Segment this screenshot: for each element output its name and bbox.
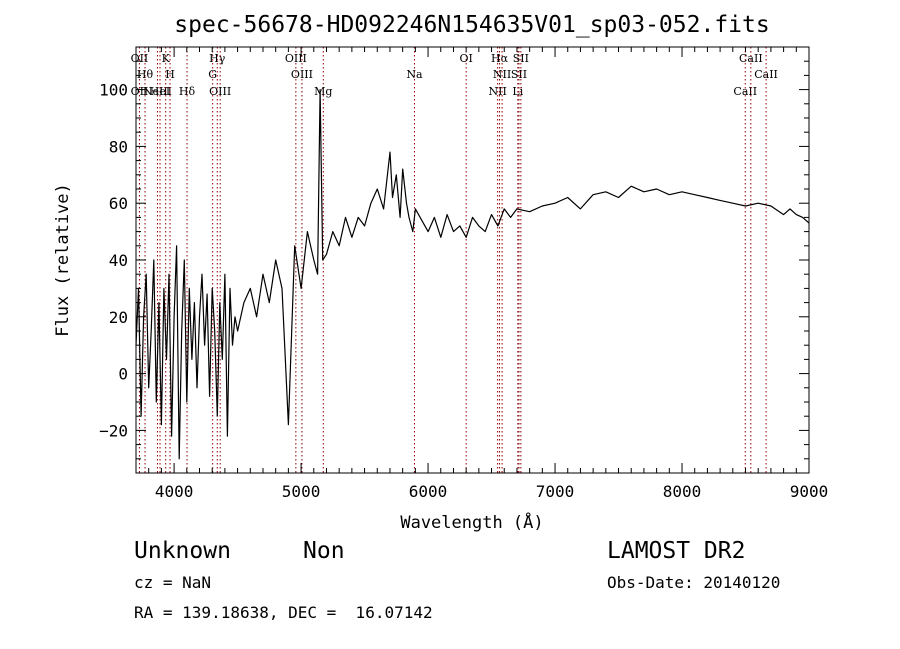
y-axis-ticks: −20 0 20 40 60 80 100	[99, 60, 809, 460]
line-marker-label-lower: OII	[131, 85, 149, 98]
coordinates-label: RA = 139.18638, DEC = 16.07142	[134, 603, 433, 622]
spectrum-line	[135, 88, 810, 460]
y-tick-label: 0	[118, 365, 128, 384]
line-marker-label-lower: Mg	[314, 85, 332, 98]
line-marker-label-upper: OIII	[291, 68, 313, 81]
y-tick-label: 100	[99, 81, 128, 100]
y-tick-label: 60	[109, 194, 128, 213]
x-tick-label: 6000	[409, 482, 448, 501]
line-marker-label-upper: H	[165, 68, 175, 81]
line-marker-label-upper: Hθ	[137, 68, 154, 81]
subclass-label: Non	[303, 538, 345, 564]
line-marker-label-upper: CaII	[739, 52, 763, 65]
line-marker-label-upper: K	[162, 52, 171, 65]
x-tick-label: 9000	[790, 482, 829, 501]
y-tick-label: 20	[109, 308, 128, 327]
line-marker-label-upper: OIII	[285, 52, 307, 65]
line-marker-label-upper: OII	[131, 52, 149, 65]
line-marker-label-lower: NII	[488, 85, 506, 98]
obs-date-label: Obs-Date: 20140120	[607, 573, 781, 592]
line-marker-label-upper: SII	[513, 52, 529, 65]
line-marker-label-lower: HeI	[150, 85, 170, 98]
line-marker-label-lower: Hδ	[179, 85, 196, 98]
line-marker-label-lower: CaII	[733, 85, 757, 98]
line-marker-label-upper: SII	[511, 68, 527, 81]
line-marker-label-lower: Li	[512, 85, 523, 98]
line-marker-label-upper: Hγ	[209, 52, 226, 65]
line-marker-label-lower: NeIII	[143, 85, 172, 98]
x-tick-label: 8000	[663, 482, 702, 501]
plot-frame	[135, 46, 810, 474]
line-marker-label-upper: NII	[493, 68, 511, 81]
line-marker-label-upper: G	[208, 68, 217, 81]
chart-title: spec-56678-HD092246N154635V01_sp03-052.f…	[174, 12, 769, 38]
spectral-line-markers: OIIOIIHθNeIIIHeIKHHδGHγOIIIOIIIOIIIMgNaO…	[131, 47, 778, 473]
line-marker-label-upper: CaII	[754, 68, 778, 81]
line-marker-label-upper: Na	[406, 68, 423, 81]
x-axis-ticks: 4000 5000 6000 7000 8000 9000	[135, 47, 829, 501]
x-tick-label: 4000	[155, 482, 194, 501]
line-marker-label-upper: Hα	[491, 52, 509, 65]
x-tick-label: 5000	[282, 482, 321, 501]
line-marker-label-lower: OIII	[209, 85, 231, 98]
y-axis-label: Flux (relative)	[53, 183, 73, 337]
x-tick-label: 7000	[536, 482, 575, 501]
x-axis-label: Wavelength (Å)	[400, 511, 543, 533]
y-tick-label: 80	[109, 137, 128, 156]
class-label: Unknown	[134, 538, 231, 564]
y-tick-label: −20	[99, 421, 128, 440]
survey-label: LAMOST DR2	[607, 538, 746, 564]
redshift-label: cz = NaN	[134, 573, 212, 592]
y-tick-label: 40	[109, 251, 128, 270]
line-marker-label-upper: OI	[459, 52, 472, 65]
